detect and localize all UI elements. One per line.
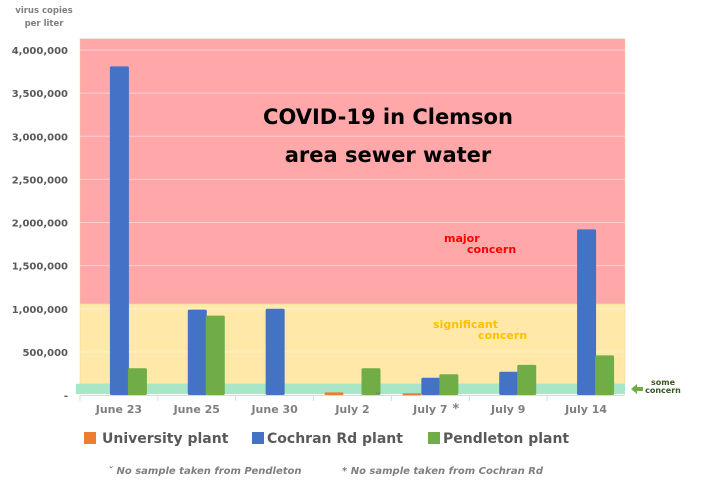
bar-university-plant <box>324 392 344 395</box>
legend-label-pendleton: Pendleton plant <box>443 431 569 447</box>
bar-cochran-rd-plant <box>577 229 597 395</box>
arrow-left-icon <box>631 384 643 394</box>
footnote-mark: ˇ <box>375 392 382 407</box>
footnote-mark: * <box>452 402 459 417</box>
zone-label-significant-1: significant <box>433 318 498 331</box>
x-tick-label: June 23 <box>95 403 142 416</box>
y-tick-label: 2,500,000 <box>12 175 68 186</box>
footnote-cochran: * No sample taken from Cochran Rd <box>342 466 544 477</box>
bar-cochran-rd-plant <box>109 66 129 395</box>
bar-cochran-rd-plant <box>421 377 441 395</box>
y-tick-label: - <box>64 391 68 402</box>
gridlines <box>80 49 625 396</box>
zone-label-some-1: some <box>651 378 676 387</box>
bar-pendleton-plant <box>205 315 225 395</box>
bars <box>109 66 615 396</box>
bar-pendleton-plant <box>517 364 537 395</box>
bar-cochran-rd-plant <box>187 309 207 395</box>
zone-label-major-2: concern <box>467 243 516 256</box>
bar-cochran-rd-plant <box>265 308 285 395</box>
legend-swatch-pendleton <box>428 432 440 444</box>
y-axis-ticks: - 500,000 1,000,000 1,500,000 2,000,000 2,500… <box>12 46 68 402</box>
y-axis-label-line2: per liter <box>25 19 65 29</box>
bar-pendleton-plant <box>361 368 381 395</box>
x-tick-label: July 7 <box>412 403 447 416</box>
zone-significant <box>79 303 626 385</box>
zone-some <box>76 383 625 394</box>
x-tick-label: June 25 <box>173 403 220 416</box>
y-tick-label: 500,000 <box>22 348 68 359</box>
y-tick-label: 1,000,000 <box>12 305 68 316</box>
chart-title-line2: area sewer water <box>285 143 492 167</box>
legend: University plant Cochran Rd plant Pendle… <box>84 431 569 447</box>
bar-university-plant <box>402 393 422 396</box>
concern-zones <box>76 38 626 394</box>
y-tick-label: 3,500,000 <box>12 89 68 100</box>
legend-label-cochran: Cochran Rd plant <box>267 431 403 447</box>
x-axis-ticks: June 23 June 25 June 30 July 2 ˇ July 7 * July … <box>79 392 607 417</box>
legend-swatch-cochran <box>252 432 264 444</box>
y-tick-label: 2,000,000 <box>12 219 68 230</box>
y-tick-label: 4,000,000 <box>12 46 68 57</box>
bar-pendleton-plant <box>439 374 459 395</box>
y-tick-label: 1,500,000 <box>12 262 68 273</box>
x-tick-label: July 9 <box>490 403 525 416</box>
bar-pendleton-plant <box>127 368 147 395</box>
x-tick-label: July 2 <box>334 403 369 416</box>
bar-cochran-rd-plant <box>499 371 519 395</box>
y-axis-label-line1: virus copies <box>15 6 72 16</box>
y-tick-label: 3,000,000 <box>12 132 68 143</box>
bar-pendleton-plant <box>595 355 615 395</box>
chart-title-line1: COVID-19 in Clemson <box>263 105 513 129</box>
legend-swatch-university <box>84 432 96 444</box>
zone-label-significant-2: concern <box>478 329 527 342</box>
legend-label-university: University plant <box>102 431 229 447</box>
zone-label-major-1: major <box>444 232 480 245</box>
footnote-pendleton: ˇ No sample taken from Pendleton <box>108 465 302 477</box>
x-tick-label: July 14 <box>564 403 607 416</box>
x-tick-label: June 30 <box>250 403 298 416</box>
zone-label-some-2: concern <box>645 386 681 395</box>
zone-major <box>79 38 626 305</box>
